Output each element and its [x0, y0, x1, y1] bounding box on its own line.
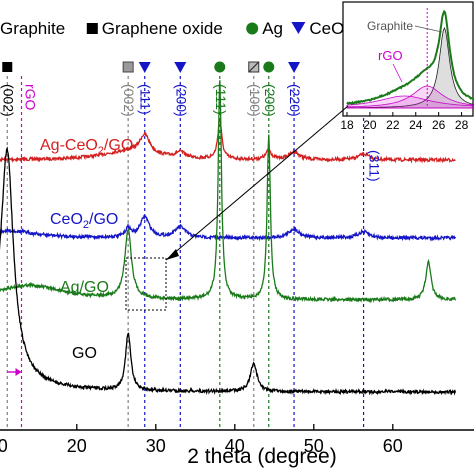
reference-label: (220): [287, 84, 303, 117]
reference-labels: (002) rGO (002) (111) (200) (111) (100) (200) (2…: [0, 84, 382, 182]
reference-markers: [2, 61, 370, 73]
zoom-arrow-head: [166, 249, 179, 260]
x-axis: 10 20 30 40 50 60: [0, 368, 474, 456]
inset-tick-label: 28: [455, 118, 469, 132]
reference-label: (111): [138, 84, 154, 115]
inset-tick-label: 20: [363, 118, 377, 132]
series-label-subscript: 2: [98, 145, 104, 157]
reference-label: (200): [173, 84, 189, 117]
marker-hatch: [248, 61, 260, 73]
series-label-suffix: /GO: [89, 211, 118, 228]
inset-label-graphite: Graphite: [367, 19, 413, 33]
reference-label: (311): [367, 150, 383, 182]
legend-label: Graphene oxide: [102, 19, 223, 38]
series-label: CeO2/GO: [50, 211, 118, 231]
legend-label: Ag: [262, 19, 283, 38]
legend-marker: [86, 23, 98, 34]
series-line-3: [0, 146, 457, 396]
x-tick-label: 60: [383, 436, 403, 456]
reference-label: (002): [0, 84, 16, 117]
zoom-annotation: [125, 105, 349, 311]
inset-chart: Graphite rGO 18 20 22 24 26 28: [340, 1, 474, 132]
marker-ag: [263, 61, 275, 73]
series-label: Ag-CeO2/GO: [40, 137, 133, 157]
inset-component: [346, 85, 474, 109]
series-label: GO: [72, 345, 97, 362]
inset-component: [346, 95, 474, 109]
marker-graphene-oxide: [2, 62, 13, 72]
zoom-box: [125, 257, 167, 311]
reference-label: (200): [262, 84, 278, 117]
reference-label: (111): [213, 84, 229, 115]
inset-tick-label: 26: [432, 118, 446, 132]
series-label: Ag/GO: [60, 279, 109, 296]
legend-label: Graphite: [0, 19, 65, 38]
inset-label-rgo: rGO: [378, 48, 403, 63]
inset-label-pointer: [414, 25, 443, 33]
series-line-1: [0, 215, 457, 242]
series-lines: [0, 80, 457, 396]
series-line-2: [0, 80, 457, 304]
inset-label-pointer: [392, 63, 403, 83]
marker-ag: [214, 61, 226, 73]
marker-ceo2: [138, 62, 151, 73]
reference-label: rGO: [23, 84, 39, 111]
reference-label: (100): [247, 84, 263, 117]
marker-ceo2: [288, 62, 301, 73]
inset-data-line: [346, 9, 474, 106]
inset-tick-label: 18: [340, 118, 354, 132]
x-tick-label: 10: [0, 436, 8, 456]
reference-lines: [6, 76, 365, 430]
marker-ceo2: [174, 62, 187, 73]
zoom-arrow-line: [165, 105, 349, 261]
reference-label: (002): [121, 84, 137, 117]
marker-graphite: [122, 61, 134, 73]
series-labels: Ag-CeO2/GO CeO2/GO Ag/GO GO: [40, 137, 133, 362]
x-tick-label: 50: [304, 436, 324, 456]
inset-tick-label: 22: [386, 118, 400, 132]
x-tick-label: 30: [146, 436, 166, 456]
series-label-subscript: 2: [83, 219, 89, 231]
x-tick-label: 40: [225, 436, 245, 456]
legend-marker: [246, 22, 259, 35]
shift-arrow-head: [15, 368, 22, 376]
x-tick-label: 20: [67, 436, 87, 456]
inset-component: [346, 26, 474, 109]
legend-marker: [291, 22, 306, 34]
series-label-suffix: /GO: [104, 137, 133, 154]
x-axis-title: 2 theta (degree): [187, 445, 336, 468]
inset-tick-label: 24: [409, 118, 423, 132]
